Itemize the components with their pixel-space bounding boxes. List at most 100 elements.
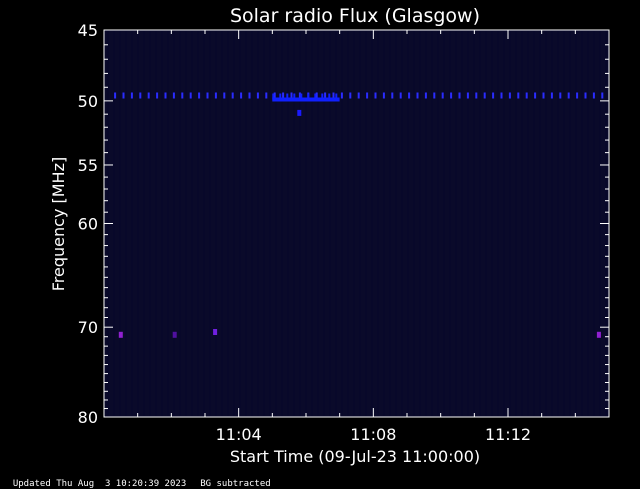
noise-stripe bbox=[173, 31, 175, 416]
noise-stripe bbox=[185, 31, 187, 416]
emission-band-segment bbox=[214, 92, 217, 99]
emission-band-segment bbox=[189, 92, 192, 99]
emission-band-segment bbox=[517, 92, 520, 99]
emission-band-tick bbox=[328, 93, 331, 100]
emission-band-segment bbox=[416, 92, 419, 99]
emission-band-segment bbox=[559, 92, 562, 99]
noise-stripe bbox=[227, 31, 229, 416]
noise-stripe bbox=[407, 31, 409, 416]
noise-stripe bbox=[209, 31, 211, 416]
noise-stripe bbox=[125, 31, 127, 416]
emission-band-segment bbox=[256, 92, 259, 99]
noise-stripe bbox=[563, 31, 565, 416]
emission-band-tick bbox=[307, 93, 310, 100]
noise-stripe bbox=[545, 31, 547, 416]
noise-stripe bbox=[419, 31, 421, 416]
noise-stripe bbox=[527, 31, 529, 416]
noise-stripe bbox=[263, 31, 265, 416]
emission-band-segment bbox=[433, 92, 436, 99]
noise-stripe bbox=[557, 31, 559, 416]
noise-stripe bbox=[191, 31, 193, 416]
emission-band-segment bbox=[298, 92, 301, 99]
emission-band-segment bbox=[534, 92, 537, 99]
emission-band-tick bbox=[335, 93, 338, 100]
noise-stripe bbox=[443, 31, 445, 416]
noise-stripe bbox=[377, 31, 379, 416]
emission-band-segment bbox=[273, 92, 276, 99]
emission-band-segment bbox=[357, 92, 360, 99]
noise-stripe bbox=[119, 31, 121, 416]
emission-band-segment bbox=[441, 92, 444, 99]
noise-stripe bbox=[467, 31, 469, 416]
noise-stripe bbox=[473, 31, 475, 416]
noise-stripe bbox=[149, 31, 151, 416]
emission-band-segment bbox=[525, 92, 528, 99]
noise-stripe bbox=[539, 31, 541, 416]
emission-band-segment bbox=[265, 92, 268, 99]
emission-band-segment bbox=[223, 92, 226, 99]
noise-stripe bbox=[257, 31, 259, 416]
noise-stripe bbox=[137, 31, 139, 416]
emission-band-tick bbox=[293, 93, 296, 100]
y-tick-label: 70 bbox=[78, 318, 98, 337]
noise-stripe bbox=[365, 31, 367, 416]
noise-stripe bbox=[317, 31, 319, 416]
emission-band-segment bbox=[206, 92, 209, 99]
noise-stripe bbox=[485, 31, 487, 416]
y-tick-label: 45 bbox=[78, 21, 98, 40]
noise-stripe bbox=[155, 31, 157, 416]
noise-stripe bbox=[503, 31, 505, 416]
emission-band-segment bbox=[483, 92, 486, 99]
noise-stripe bbox=[251, 31, 253, 416]
noise-stripe bbox=[167, 31, 169, 416]
noise-stripe bbox=[449, 31, 451, 416]
emission-band-segment bbox=[181, 92, 184, 99]
noise-stripe bbox=[509, 31, 511, 416]
noise-stripe bbox=[383, 31, 385, 416]
noise-stripe bbox=[581, 31, 583, 416]
emission-band-segment bbox=[248, 92, 251, 99]
emission-band-segment bbox=[340, 92, 343, 99]
emission-band-segment bbox=[374, 92, 377, 99]
emission-band-segment bbox=[399, 92, 402, 99]
y-tick-label: 50 bbox=[78, 92, 98, 111]
emission-band-segment bbox=[542, 92, 545, 99]
noise-stripe bbox=[521, 31, 523, 416]
emission-band-segment bbox=[458, 92, 461, 99]
emission-band-tick bbox=[300, 93, 303, 100]
noise-stripe bbox=[425, 31, 427, 416]
noise-stripe bbox=[431, 31, 433, 416]
update-timestamp: Updated Thu Aug 3 10:20:39 2023 bbox=[12, 479, 187, 489]
emission-band-segment bbox=[391, 92, 394, 99]
noise-stripe bbox=[593, 31, 595, 416]
emission-band-segment bbox=[466, 92, 469, 99]
emission-band-segment bbox=[240, 92, 243, 99]
noise-stripe bbox=[587, 31, 589, 416]
noise-stripe bbox=[269, 31, 271, 416]
noise-stripe bbox=[491, 31, 493, 416]
noise-stripe bbox=[113, 31, 115, 416]
plot-frame bbox=[103, 29, 610, 418]
noise-stripe bbox=[299, 31, 301, 416]
noise-stripe bbox=[353, 31, 355, 416]
x-tick-label: 11:12 bbox=[485, 425, 531, 444]
emission-band-segment bbox=[147, 92, 150, 99]
emission-band-segment bbox=[576, 92, 579, 99]
emission-band-segment bbox=[156, 92, 159, 99]
x-axis: 11:04 11:08 11:12 bbox=[137, 30, 576, 444]
emission-band-tick bbox=[286, 93, 289, 100]
noise-stripe bbox=[359, 31, 361, 416]
emission-band-segment bbox=[172, 92, 175, 99]
noise-stripe bbox=[569, 31, 571, 416]
noise-stripe bbox=[143, 31, 145, 416]
noise-stripe bbox=[323, 31, 325, 416]
spectrogram-stripes bbox=[107, 31, 607, 416]
noise-stripe bbox=[305, 31, 307, 416]
emission-band-segment bbox=[500, 92, 503, 99]
noise-stripe bbox=[533, 31, 535, 416]
emission-band-segment bbox=[492, 92, 495, 99]
noise-stripe bbox=[347, 31, 349, 416]
emission-band-segment bbox=[567, 92, 570, 99]
noise-stripe bbox=[311, 31, 313, 416]
emission-band-segment bbox=[324, 92, 327, 99]
